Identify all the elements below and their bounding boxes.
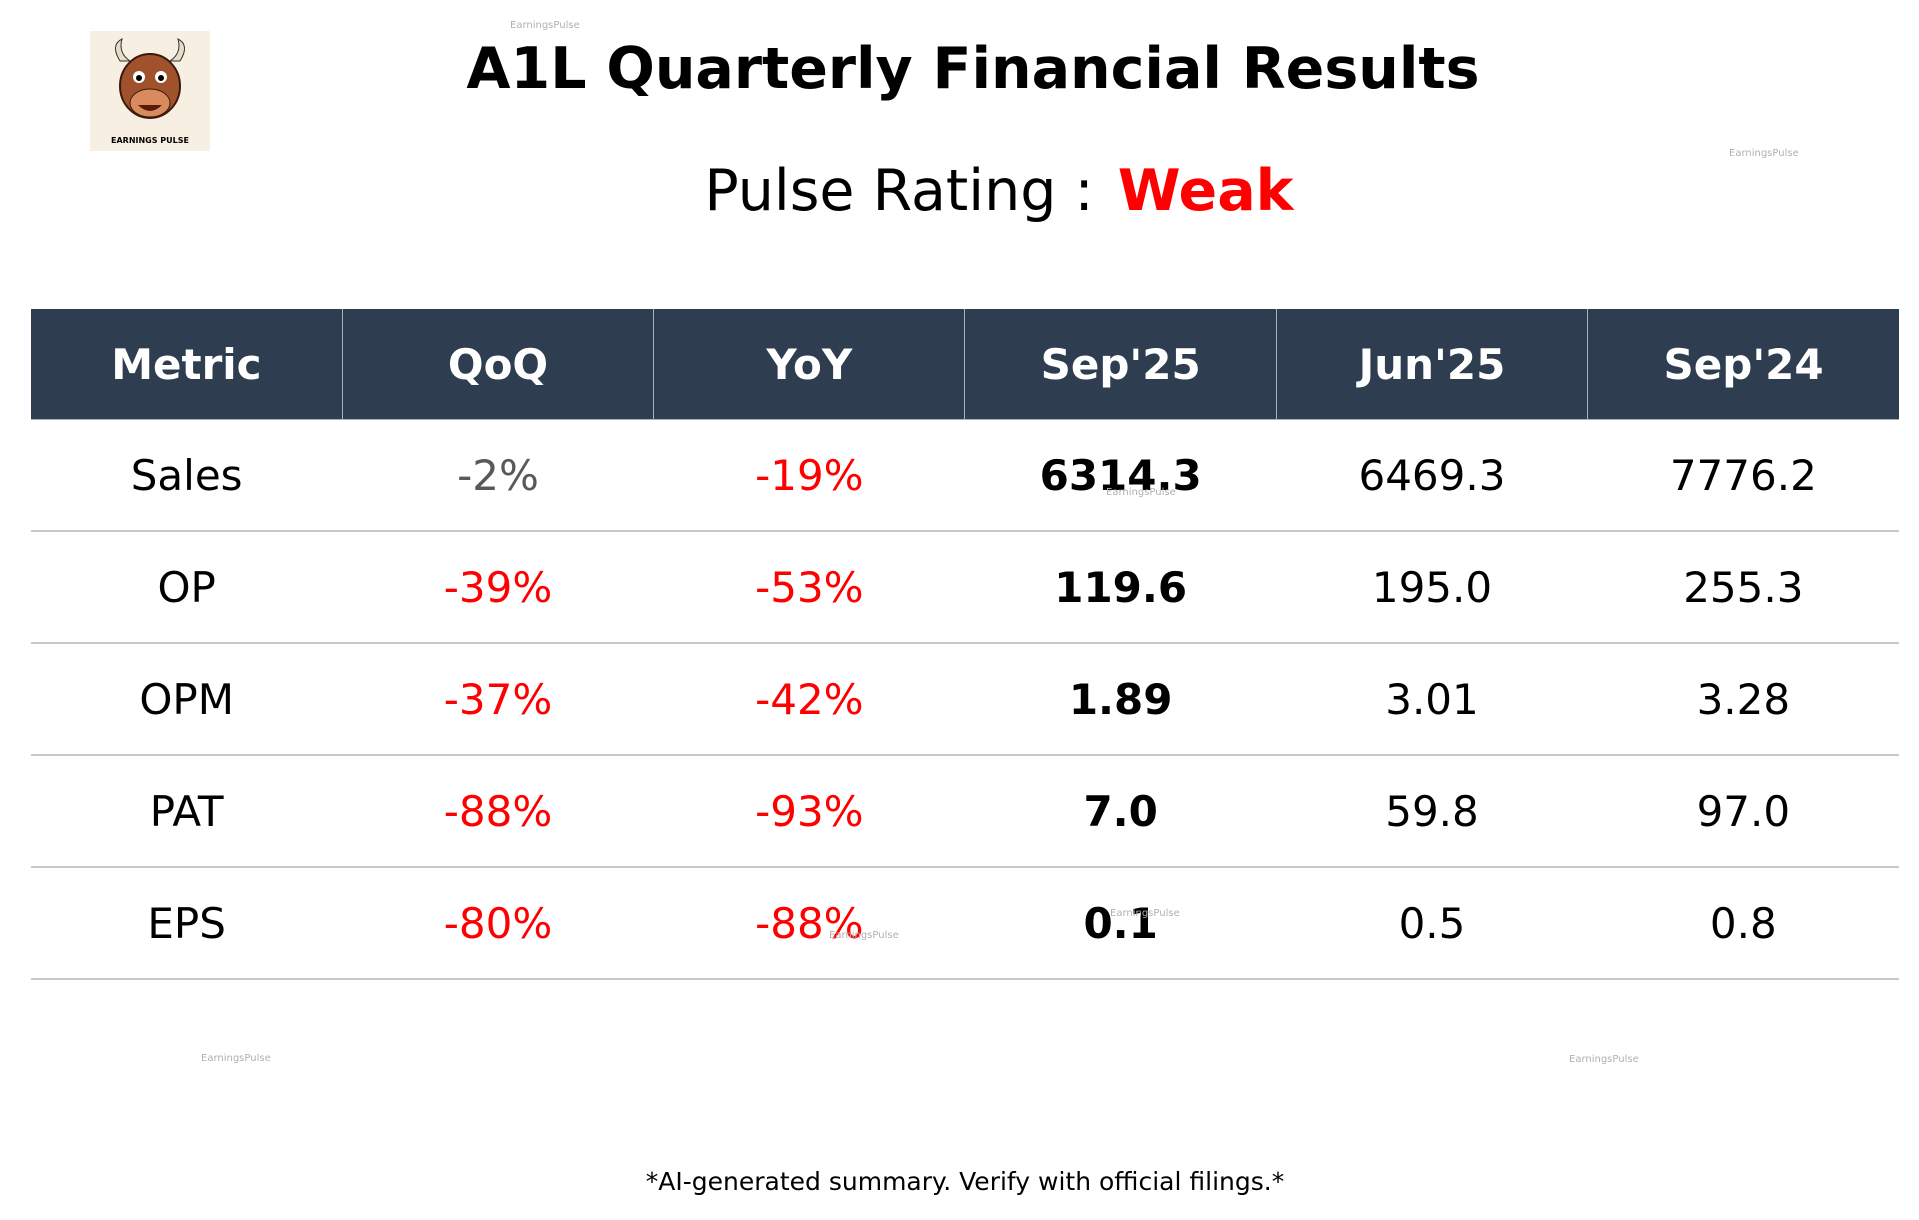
value-cell: 7.0 <box>964 755 1277 868</box>
logo-text: EARNINGS PULSE <box>111 136 189 145</box>
value-cell: 6469.3 <box>1276 419 1588 532</box>
value-cell: 0.1 <box>964 867 1277 980</box>
value-cell: -88% <box>342 755 654 868</box>
watermark: EarningsPulse <box>510 20 580 31</box>
header-row: Metric QoQ YoY Sep'25 Jun'25 Sep'24 <box>31 309 1899 420</box>
value-cell: 97.0 <box>1587 755 1899 868</box>
metric-cell: EPS <box>31 867 343 980</box>
value-cell: -80% <box>342 867 654 980</box>
value-cell: 1.89 <box>964 643 1277 756</box>
results-table: Metric QoQ YoY Sep'25 Jun'25 Sep'24 Sales -2% -… <box>31 309 1899 980</box>
table-row: Sales -2% -19% 6314.3 6469.3 7776.2 <box>31 419 1899 532</box>
column-header: Jun'25 <box>1275 309 1588 420</box>
value-cell: -53% <box>653 531 965 644</box>
column-header: Sep'25 <box>964 309 1277 420</box>
column-header: Sep'24 <box>1587 309 1899 420</box>
metric-cell: OPM <box>31 643 343 756</box>
watermark: EarningsPulse <box>1106 487 1176 498</box>
value-cell: -2% <box>342 419 654 532</box>
table-row: OP -39% -53% 119.6 195.0 255.3 <box>31 531 1899 644</box>
value-cell: -88% <box>653 867 965 980</box>
value-cell: 3.28 <box>1587 643 1899 756</box>
value-cell: 6314.3 <box>964 419 1277 532</box>
value-cell: 255.3 <box>1587 531 1899 644</box>
rating-line: Pulse Rating : Weak <box>0 158 1919 224</box>
column-header: QoQ <box>341 309 654 420</box>
value-cell: 195.0 <box>1276 531 1588 644</box>
value-cell: -19% <box>653 419 965 532</box>
metric-cell: PAT <box>31 755 343 868</box>
watermark: EarningsPulse <box>829 930 899 941</box>
rating-value: Weak <box>1117 158 1294 224</box>
metric-cell: OP <box>31 531 343 644</box>
title: A1L Quarterly Financial Results <box>466 36 1480 102</box>
watermark: EarningsPulse <box>1729 148 1799 159</box>
table-row: PAT -88% -93% 7.0 59.8 97.0 <box>31 755 1899 868</box>
logo: EARNINGS PULSE <box>90 31 210 151</box>
column-header: Metric <box>31 309 343 420</box>
footer-note: *AI-generated summary. Verify with offic… <box>645 1167 1285 1196</box>
value-cell: -37% <box>342 643 654 756</box>
watermark: EarningsPulse <box>201 1053 271 1064</box>
value-cell: 3.01 <box>1276 643 1588 756</box>
table-row: OPM -37% -42% 1.89 3.01 3.28 <box>31 643 1899 756</box>
value-cell: 0.8 <box>1587 867 1899 980</box>
column-header: YoY <box>653 309 965 420</box>
value-cell: -93% <box>653 755 965 868</box>
value-cell: 59.8 <box>1276 755 1588 868</box>
watermark: EarningsPulse <box>1110 908 1180 919</box>
value-cell: 7776.2 <box>1587 419 1899 532</box>
value-cell: 0.5 <box>1276 867 1588 980</box>
value-cell: 119.6 <box>964 531 1277 644</box>
table-row: EPS -80% -88% 0.1 0.5 0.8 <box>31 867 1899 980</box>
watermark: EarningsPulse <box>1569 1054 1639 1065</box>
rating-label: Pulse Rating : <box>704 158 1094 224</box>
value-cell: -39% <box>342 531 654 644</box>
metric-cell: Sales <box>31 419 343 532</box>
value-cell: -42% <box>653 643 965 756</box>
